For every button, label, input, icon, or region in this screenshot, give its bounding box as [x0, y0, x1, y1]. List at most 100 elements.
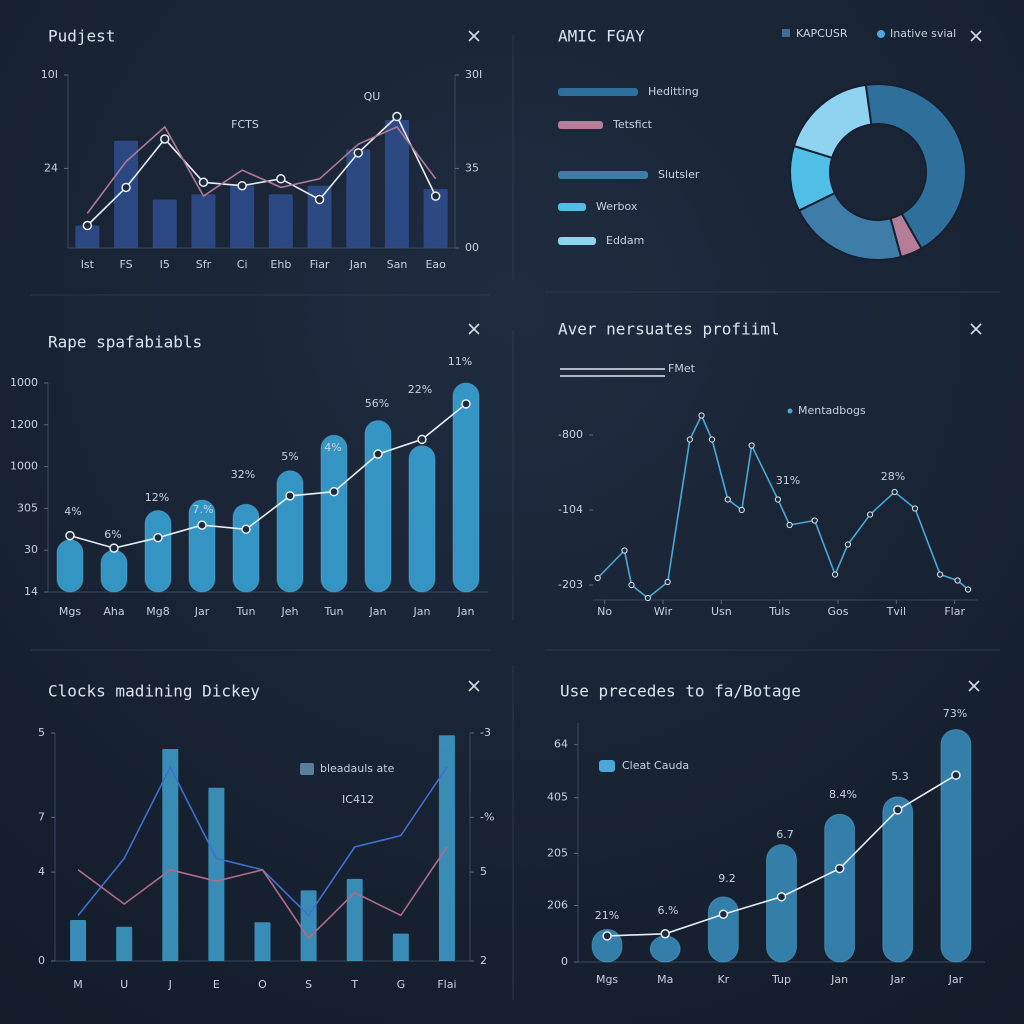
marker [834, 863, 845, 874]
annotation: 11% [448, 355, 472, 368]
bar [364, 420, 392, 593]
legend-swatch [558, 171, 648, 179]
marker [417, 434, 427, 445]
x-tick-label: Mgs [59, 605, 81, 618]
legend-swatch [787, 408, 793, 414]
line [597, 413, 969, 600]
bar [346, 878, 363, 961]
annotation: 31% [776, 474, 800, 487]
marker [738, 506, 745, 514]
marker [82, 220, 93, 231]
annotation: 6.7 [776, 828, 794, 841]
legend-swatch [558, 121, 603, 129]
annotation: 5.3 [891, 770, 909, 783]
x-tick-label: San [387, 258, 408, 271]
y-tick-label: 205 [547, 846, 568, 859]
y-tick-label: 64 [554, 738, 568, 751]
bar [144, 509, 172, 593]
y-tick-label: 35 [465, 161, 479, 174]
bar [882, 796, 914, 963]
marker [628, 581, 635, 589]
y-tick-label: 0 [561, 955, 568, 968]
y-tick-label: 405 [547, 791, 568, 804]
marker [153, 532, 163, 543]
close-button[interactable] [468, 30, 480, 42]
bar [232, 503, 260, 593]
bar [162, 748, 179, 961]
annotation: 9.2 [718, 872, 736, 885]
annotation: 6.% [658, 904, 679, 917]
y-tick-label: -% [480, 810, 494, 823]
legend-swatch [599, 760, 615, 772]
close-button[interactable] [968, 680, 980, 692]
legend-label: Tetsfict [612, 118, 653, 131]
legend-swatch [300, 763, 314, 775]
y-tick-label: 206 [547, 899, 568, 912]
y-tick-label: -3 [480, 726, 491, 739]
x-tick-label: I5 [160, 258, 170, 271]
close-button[interactable] [468, 323, 480, 335]
x-tick-label: Fiar [310, 258, 330, 271]
marker [276, 174, 286, 184]
marker [831, 571, 839, 578]
x-tick-label: G [397, 978, 406, 991]
marker [602, 931, 612, 941]
bar [268, 194, 293, 248]
y-tick-label: 30 [24, 543, 38, 556]
marker [461, 399, 471, 409]
annotation: 4% [324, 441, 341, 454]
x-tick-label: Ist [81, 258, 95, 271]
x-tick-label: Usn [711, 605, 732, 618]
bar [940, 729, 972, 963]
line [69, 403, 467, 549]
bar [116, 926, 133, 961]
y-tick-label: -203 [558, 578, 583, 591]
annotation: 32% [231, 468, 255, 481]
marker [109, 543, 119, 553]
marker [660, 929, 670, 939]
close-button[interactable] [468, 680, 480, 692]
line [86, 125, 437, 214]
x-tick-label: Kr [717, 973, 729, 986]
x-tick-label: Tuls [768, 605, 790, 618]
bar [56, 539, 84, 593]
marker [664, 578, 671, 586]
y-tick-label: 24 [44, 161, 58, 174]
marker [198, 177, 209, 188]
y-tick-label: 10I [41, 68, 58, 81]
bar [276, 470, 304, 593]
close-button[interactable] [970, 323, 982, 335]
annotation: Mentadbogs [798, 404, 866, 417]
annotation: KAPCUSR [796, 27, 848, 40]
bar [254, 922, 271, 961]
bar [707, 896, 739, 963]
x-tick-label: Tun [236, 605, 256, 618]
bar [70, 919, 87, 961]
annotation: 6% [104, 528, 121, 541]
x-tick-label: J [168, 978, 172, 991]
annotation: QU [364, 90, 381, 103]
panel-title: Pudjest [48, 27, 115, 46]
x-tick-label: Jan [457, 605, 475, 618]
close-button[interactable] [970, 30, 982, 42]
marker [774, 496, 782, 503]
legend-swatch [558, 88, 638, 96]
bar [100, 549, 128, 593]
annotation: Cleat Cauda [622, 759, 689, 772]
y-tick-label: 30I [465, 68, 482, 81]
bar [188, 499, 216, 593]
marker [392, 111, 402, 122]
x-tick-label: E [213, 978, 220, 991]
x-tick-label: Jar [194, 605, 210, 618]
legend-label: Eddam [606, 234, 644, 247]
x-tick-label: Jan [413, 605, 431, 618]
legend-swatch [558, 237, 596, 245]
x-tick-label: Wir [654, 605, 673, 618]
x-tick-label: Flar [944, 605, 965, 618]
x-tick-label: Eao [425, 258, 446, 271]
marker [329, 486, 339, 497]
x-tick-label: No [597, 605, 612, 618]
marker [844, 541, 852, 548]
bar [591, 928, 623, 963]
